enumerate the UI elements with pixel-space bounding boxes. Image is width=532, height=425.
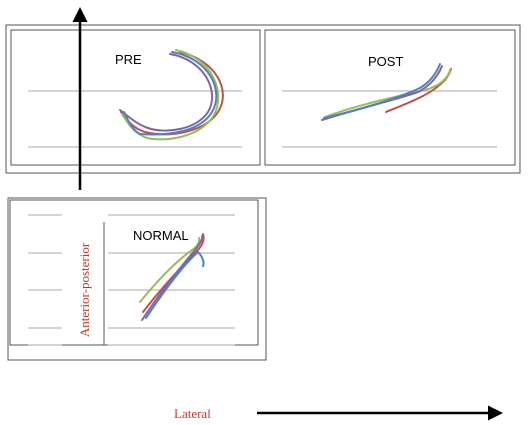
curve	[145, 250, 205, 319]
panel-label: NORMAL	[133, 228, 189, 243]
normal-curves	[139, 233, 205, 321]
outer-frame	[7, 197, 267, 361]
post-curves	[321, 63, 452, 121]
normal-panel: NORMAL Anterior-posterior	[7, 197, 267, 361]
curve	[119, 53, 214, 132]
normal-frame	[9, 199, 259, 346]
outer-frame	[5, 24, 521, 174]
curve	[323, 63, 441, 119]
horizontal-axis-label: Lateral	[174, 406, 211, 421]
top-panels: PRE POST	[5, 24, 521, 174]
curve	[139, 237, 201, 303]
vertical-axis-label: Anterior-posterior	[77, 242, 92, 337]
curve	[142, 233, 205, 313]
pre-curves	[119, 49, 224, 141]
panel-label: PRE	[115, 52, 142, 67]
panel-label: POST	[368, 54, 403, 69]
curve	[123, 51, 218, 136]
curve	[141, 235, 204, 321]
pre-frame	[10, 29, 261, 166]
post-frame	[264, 29, 516, 166]
